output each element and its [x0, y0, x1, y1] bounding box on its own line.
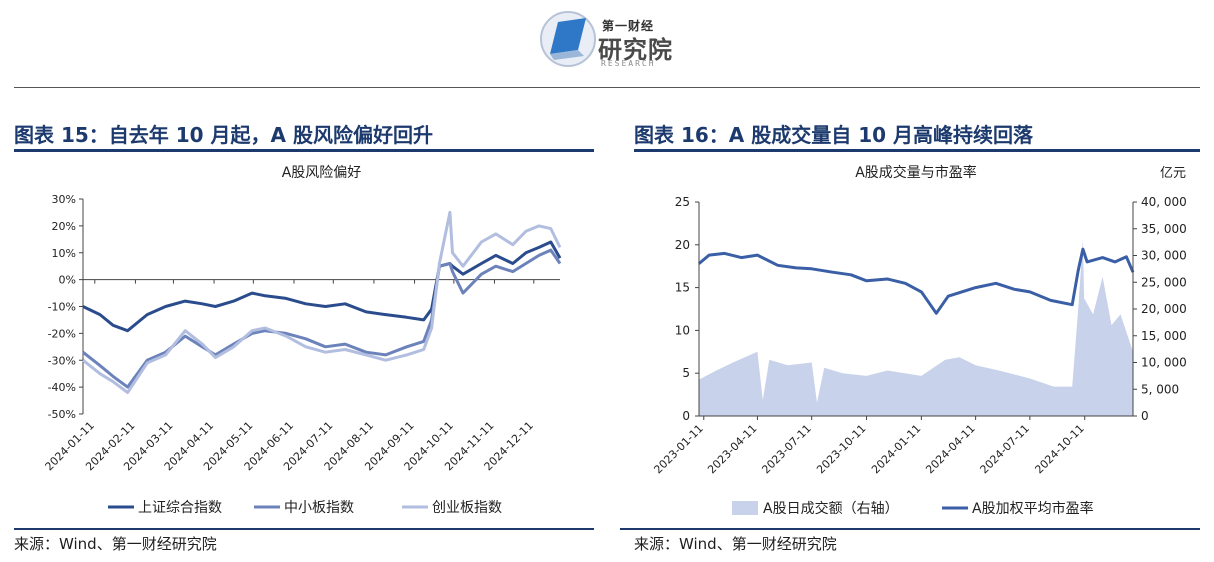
- figure16-title-rule: [634, 149, 1200, 152]
- y-tick-label: -10%: [48, 301, 76, 314]
- header-divider: [14, 87, 1200, 88]
- volume-area: [699, 239, 1133, 416]
- left-y-tick-label: 15: [675, 281, 690, 295]
- series-line: [82, 248, 562, 389]
- x-tick-label: 2023-10-11: [814, 422, 868, 476]
- legend-label: 创业板指数: [432, 500, 502, 516]
- chart-title: A股风险偏好: [282, 165, 362, 181]
- right-axis-unit: 亿元: [1160, 166, 1186, 181]
- brand-logo: 第一财经 研究院 RESEARCH: [538, 8, 688, 70]
- figure15-source: 来源：Wind、第一财经研究院: [14, 535, 217, 553]
- logo-english-text: RESEARCH: [601, 59, 656, 68]
- legend-label: A股加权平均市盈率: [972, 500, 1094, 517]
- left-y-tick-label: 20: [675, 238, 690, 252]
- y-tick-label: -40%: [48, 381, 76, 394]
- chart-title: A股成交量与市盈率: [855, 164, 977, 181]
- logo-small-text: 第一财经: [602, 19, 655, 33]
- figure16-source: 来源：Wind、第一财经研究院: [634, 535, 837, 553]
- y-tick-label: -30%: [48, 354, 76, 367]
- left-y-tick-label: 0: [682, 409, 690, 423]
- right-y-tick-label: 25, 000: [1141, 275, 1187, 289]
- pe-line: [698, 247, 1135, 315]
- figure15-chart: A股风险偏好30%20%10%0%-10%-20%-30%-40%-50%202…: [43, 165, 562, 516]
- y-tick-label: 20%: [52, 220, 76, 233]
- left-y-tick-label: 5: [682, 366, 690, 380]
- legend-label: A股日成交额（右轴）: [763, 500, 899, 517]
- y-tick-label: 30%: [52, 193, 76, 206]
- right-y-tick-label: 35, 000: [1141, 222, 1187, 236]
- y-tick-label: 0%: [59, 274, 76, 287]
- logo-main-text: 研究院: [598, 36, 673, 64]
- legend-label: 中小板指数: [284, 500, 354, 516]
- right-y-tick-label: 0: [1141, 409, 1149, 423]
- right-y-tick-label: 20, 000: [1141, 302, 1187, 316]
- x-tick-label: 2024-04-11: [923, 422, 977, 476]
- series-line: [82, 210, 562, 394]
- figure16-bottom-rule: [620, 528, 1200, 530]
- series-line: [82, 240, 562, 333]
- right-y-tick-label: 30, 000: [1141, 249, 1187, 263]
- figure15-title-rule: [14, 149, 594, 152]
- y-tick-label: 10%: [52, 247, 76, 260]
- legend-label: 上证综合指数: [138, 500, 222, 516]
- x-tick-label: 2024-01-11: [869, 422, 923, 476]
- figure15-title: 图表 15：自去年 10 月起，A 股风险偏好回升: [14, 123, 433, 147]
- y-tick-label: -20%: [48, 327, 76, 340]
- x-tick-label: 2023-07-11: [759, 422, 813, 476]
- legend-swatch: [732, 501, 758, 515]
- x-tick-label: 2023-01-11: [651, 422, 705, 476]
- figure16-title: 图表 16：A 股成交量自 10 月高峰持续回落: [634, 123, 1033, 147]
- right-y-tick-label: 15, 000: [1141, 329, 1187, 343]
- figure15-bottom-rule: [14, 528, 594, 530]
- right-y-tick-label: 5, 000: [1141, 382, 1179, 396]
- logo-emblem-icon: [540, 11, 596, 67]
- right-y-tick-label: 10, 000: [1141, 356, 1187, 370]
- left-y-tick-label: 10: [675, 323, 690, 337]
- right-y-tick-label: 40, 000: [1141, 195, 1187, 209]
- y-tick-label: -50%: [48, 408, 76, 421]
- x-tick-label: 2024-10-11: [1032, 422, 1086, 476]
- x-tick-label: 2024-07-11: [978, 422, 1032, 476]
- x-tick-label: 2023-04-11: [705, 422, 759, 476]
- figure16-chart: A股成交量与市盈率 亿元 0 5 10 15 20 25 0 5, 000 10, 000 15, 0…: [651, 164, 1187, 517]
- left-y-tick-label: 25: [675, 195, 690, 209]
